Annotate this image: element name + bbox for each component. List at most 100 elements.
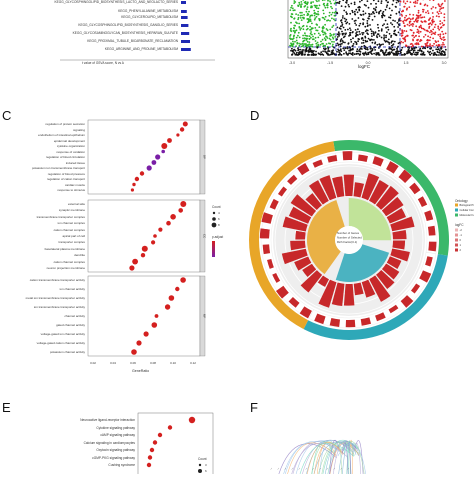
- panel-b-point: [390, 22, 392, 24]
- panel-b-point: [296, 37, 298, 39]
- panel-b-point: [386, 49, 388, 51]
- panel-b-point: [434, 26, 436, 28]
- panel-b-point: [355, 9, 357, 11]
- panel-b-point: [292, 53, 294, 55]
- panel-b-point: [396, 48, 398, 50]
- panel-b-point: [297, 47, 299, 49]
- panel-b-point: [338, 31, 340, 33]
- panel-b-point: [329, 12, 331, 14]
- panel-b-point: [371, 35, 373, 37]
- panel-b-point: [334, 12, 336, 14]
- panel-b-point: [364, 47, 366, 49]
- panel-b-point: [299, 4, 301, 6]
- panel-b-point: [337, 49, 339, 51]
- panel-b-point: [304, 32, 306, 34]
- panel-c-x-tick: 0.06: [130, 361, 136, 365]
- panel-b-point: [432, 45, 434, 47]
- panel-b-point: [304, 51, 306, 53]
- panel-c-dot: [132, 183, 135, 186]
- panel-b-point: [367, 33, 369, 35]
- panel-b-point: [290, 22, 292, 24]
- panel-b-point: [403, 0, 405, 1]
- panel-b-point: [411, 53, 413, 55]
- panel-b-point: [414, 5, 416, 7]
- panel-d-gene-bar: [428, 226, 436, 236]
- panel-b-point: [357, 53, 359, 55]
- panel-b-point: [338, 51, 340, 53]
- panel-f-chord: ————————————: [237, 408, 474, 474]
- panel-b-point: [327, 7, 329, 9]
- panel-c-legend-count-dot: [212, 217, 216, 221]
- panel-b-point: [344, 18, 346, 20]
- panel-b-point: [374, 41, 376, 43]
- panel-b-point: [314, 19, 316, 21]
- panel-b-point: [408, 6, 410, 8]
- panel-b-point: [393, 54, 395, 56]
- panel-b-point: [442, 33, 444, 35]
- panel-b-point: [419, 15, 421, 17]
- panel-b-point: [298, 23, 300, 25]
- panel-b-point: [443, 17, 445, 19]
- panel-b-point: [359, 48, 361, 50]
- panel-b-point: [404, 19, 406, 21]
- panel-b-point: [338, 33, 340, 35]
- panel-b-point: [333, 41, 335, 43]
- panel-b-point: [392, 4, 394, 6]
- panel-b-point: [374, 32, 376, 34]
- panel-d-legend-category-label: Molecular Function: [460, 213, 474, 217]
- panel-c-dot: [152, 160, 157, 165]
- panel-b-point: [378, 0, 380, 2]
- panel-b-point: [357, 11, 359, 13]
- panel-b-point: [404, 6, 406, 8]
- panel-b-point: [337, 43, 339, 45]
- panel-b-point: [386, 6, 388, 8]
- panel-b-point: [413, 36, 415, 38]
- panel-b-point: [318, 0, 320, 2]
- panel-b-point: [441, 26, 443, 28]
- panel-b-point: [350, 41, 352, 43]
- panel-b-point: [364, 36, 366, 38]
- panel-b-point: [412, 23, 414, 25]
- panel-b-point: [318, 26, 320, 28]
- panel-b-point: [354, 41, 356, 43]
- panel-b-point: [293, 37, 295, 39]
- panel-b-point: [402, 35, 404, 37]
- panel-b-point: [413, 21, 415, 23]
- panel-f-gene-label: —: [319, 467, 322, 471]
- panel-b-point: [386, 4, 388, 6]
- panel-b-point: [418, 32, 420, 34]
- panel-b-point: [307, 28, 309, 30]
- panel-c-dot: [131, 349, 137, 355]
- panel-b-point: [429, 37, 431, 39]
- panel-b-point: [372, 31, 374, 33]
- panel-b-point: [365, 51, 367, 53]
- panel-b-point: [331, 7, 333, 9]
- panel-b-point: [293, 27, 295, 29]
- panel-b-point: [409, 14, 411, 16]
- panel-b-point: [362, 22, 364, 24]
- panel-b-point: [345, 6, 347, 8]
- panel-b-point: [311, 6, 313, 8]
- panel-d-legend-logfc-swatch: [455, 244, 458, 247]
- panel-b-point: [369, 24, 371, 26]
- panel-b-point: [300, 52, 302, 54]
- panel-b-point: [366, 22, 368, 24]
- panel-b-point: [415, 1, 417, 3]
- panel-b-point: [389, 7, 391, 9]
- panel-b-point: [383, 38, 385, 40]
- panel-b-point: [377, 24, 379, 26]
- panel-b-point: [373, 53, 375, 55]
- panel-b-point: [413, 32, 415, 34]
- panel-b-point: [357, 28, 359, 30]
- panel-b-point: [306, 11, 308, 13]
- panel-b-point: [443, 54, 445, 56]
- panel-b-point: [298, 2, 300, 4]
- panel-b-point: [406, 7, 408, 9]
- panel-b-point: [320, 53, 322, 55]
- panel-c-dot: [151, 240, 155, 244]
- panel-b-point: [333, 0, 335, 1]
- panel-b-point: [369, 15, 371, 17]
- panel-b-point: [420, 31, 422, 33]
- panel-b-point: [412, 35, 414, 37]
